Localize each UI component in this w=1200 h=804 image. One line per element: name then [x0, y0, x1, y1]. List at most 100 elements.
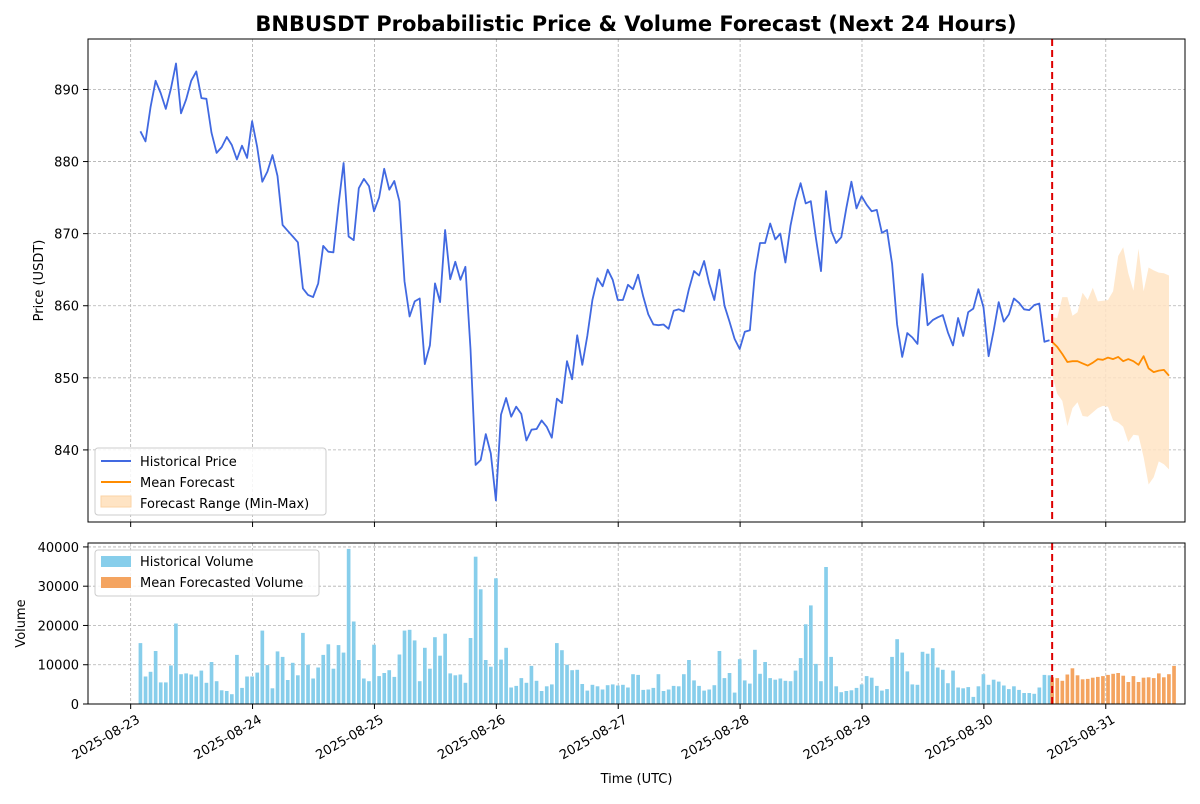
volume-y-tick-label: 20000	[38, 619, 79, 634]
historical-volume-bar	[793, 670, 798, 704]
price-panel-frame	[87, 38, 1186, 523]
historical-volume-bar	[783, 680, 788, 704]
historical-volume-bar	[230, 694, 234, 704]
legend-forecast-range-swatch	[100, 495, 132, 508]
forecast-volume-bar	[1157, 673, 1161, 704]
volume-axis: 0 10000 20000 30000 40000	[38, 541, 88, 713]
historical-volume-bar	[524, 682, 529, 704]
historical-volume-bar	[895, 639, 899, 704]
forecast-volume-bar	[1085, 678, 1090, 704]
historical-volume-bar	[864, 676, 869, 704]
historical-volume-bar	[255, 672, 260, 704]
volume-panel-frame	[87, 542, 1186, 705]
forecast-volume-bar	[1151, 678, 1156, 704]
historical-volume-bar	[682, 674, 686, 704]
historical-volume-bar	[357, 660, 361, 704]
historical-volume-bar	[849, 690, 854, 704]
historical-volume-bar	[626, 687, 630, 704]
historical-volume-bar	[138, 643, 143, 704]
historical-volume-bar	[565, 664, 569, 704]
historical-volume-bar	[224, 691, 229, 704]
historical-volume-bar	[260, 630, 265, 704]
historical-volume-bar	[773, 679, 778, 704]
volume-legend: Historical Volume Mean Forecasted Volume	[94, 549, 320, 597]
forecast-volume-bar	[1090, 677, 1095, 704]
legend-forecast-range: Forecast Range (Min-Max)	[140, 497, 309, 512]
historical-volume-bar	[1042, 674, 1047, 704]
historical-volume-bar	[270, 688, 275, 704]
historical-volume-bar	[737, 659, 742, 704]
historical-volume-bar	[245, 676, 249, 704]
historical-volume-bar	[966, 687, 971, 704]
historical-volume-bar	[392, 676, 397, 704]
historical-volume-bar	[742, 680, 747, 704]
price-y-tick-label: 860	[54, 300, 79, 315]
historical-volume-bar	[671, 685, 676, 704]
historical-volume-bar	[1047, 675, 1052, 704]
historical-volume-bar	[346, 548, 351, 704]
historical-volume-bar	[575, 669, 580, 704]
historical-volume-bar	[351, 621, 356, 704]
forecast-volume-bar	[1080, 679, 1085, 704]
historical-volume-bar	[732, 692, 737, 704]
historical-volume-bar	[189, 674, 194, 704]
historical-volume-bar	[468, 638, 473, 704]
historical-volume-bar	[687, 660, 691, 704]
forecast-volume-bar	[1136, 682, 1141, 704]
historical-volume-bar	[407, 629, 412, 704]
historical-volume-bar	[1002, 685, 1006, 704]
historical-volume-bar	[423, 647, 427, 704]
x-tick-label: 2025-08-30	[923, 712, 996, 763]
historical-volume-bar	[367, 681, 371, 704]
price-y-tick-label: 890	[54, 83, 79, 98]
historical-volume-bar	[585, 690, 590, 704]
historical-volume-bar	[331, 668, 336, 704]
legend-forecast-volume-swatch	[101, 577, 131, 588]
historical-volume-bar	[560, 650, 564, 704]
historical-volume-bar	[539, 691, 544, 704]
historical-volume-bar	[499, 659, 503, 704]
historical-volume-bar	[758, 673, 762, 704]
historical-volume-bar	[306, 664, 310, 704]
historical-volume-bar	[1017, 689, 1021, 704]
historical-volume-bar	[250, 676, 254, 704]
historical-volume-bar	[311, 678, 315, 704]
historical-volume-bar	[235, 654, 239, 704]
historical-volume-bar	[483, 660, 488, 704]
historical-volume-bar	[854, 687, 859, 704]
historical-volume-bar	[986, 684, 991, 704]
historical-volume-bar	[174, 623, 178, 704]
historical-volume-bar	[301, 632, 305, 704]
historical-volume-bar	[748, 683, 752, 704]
historical-volume-bar	[372, 644, 376, 704]
historical-volume-bar	[397, 654, 402, 704]
historical-volume-bar	[839, 692, 844, 704]
forecast-volume-bar	[1111, 673, 1115, 704]
historical-volume-bar	[920, 651, 925, 704]
historical-volume-bar	[991, 679, 996, 704]
historical-volume-bar	[946, 683, 950, 704]
historical-volume-bar	[326, 644, 331, 704]
historical-volume-bar	[290, 662, 295, 704]
historical-volume-bar	[534, 680, 539, 704]
historical-volume-bar	[935, 667, 940, 704]
price-legend: Historical Price Mean Forecast Forecast …	[94, 447, 327, 516]
x-tick-label: 2025-08-31	[1045, 712, 1118, 763]
x-tick-label: 2025-08-24	[192, 712, 265, 763]
historical-volume-bar	[829, 656, 833, 704]
historical-volume-bar	[321, 654, 326, 704]
volume-y-tick-label: 30000	[38, 580, 79, 595]
forecast-volume-bar	[1065, 674, 1070, 704]
forecast-volume-bar	[1167, 674, 1171, 704]
historical-volume-bar	[676, 686, 681, 704]
forecast-volume-bar	[1162, 677, 1166, 704]
historical-volume-bar	[463, 682, 468, 704]
historical-volume-bar	[925, 653, 930, 704]
historical-volume-bar	[143, 676, 148, 704]
historical-volume-bar	[941, 669, 945, 704]
historical-volume-bar	[971, 696, 976, 704]
historical-volume-bar	[443, 633, 447, 704]
historical-volume-bar	[316, 667, 320, 704]
historical-volume-bar	[651, 687, 656, 704]
historical-volume-bar	[798, 658, 803, 704]
